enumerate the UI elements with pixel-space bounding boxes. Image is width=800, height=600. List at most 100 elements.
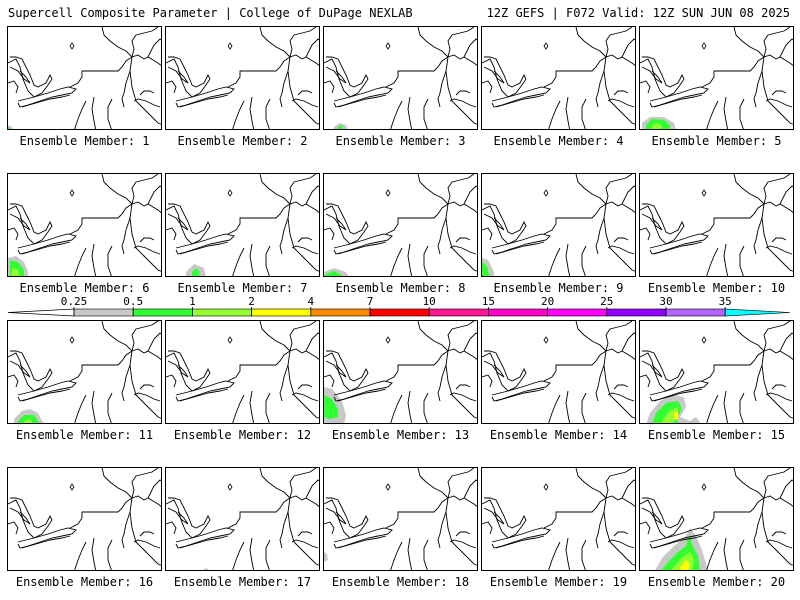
map-boundary-line <box>641 360 663 378</box>
map-boundary-line <box>765 539 793 549</box>
map-boundary-line <box>779 497 793 507</box>
map-boundary-line <box>291 98 319 108</box>
map-boundary-line <box>133 539 161 549</box>
scp-contour-fill <box>674 411 678 419</box>
map-boundary-line <box>289 468 317 499</box>
map-boundary-line <box>91 537 97 570</box>
colorbar-tick-label: 0.5 <box>123 295 143 308</box>
ensemble-map-panel <box>165 320 320 424</box>
valid-time-label: 12Z GEFS | F072 Valid: 12Z SUN JUN 08 20… <box>486 6 790 20</box>
map-boundary-line <box>739 392 745 423</box>
map-boundary-line <box>739 245 745 276</box>
ensemble-member-label: Ensemble Member: 19 <box>489 575 628 589</box>
map-boundary-line <box>437 217 447 255</box>
map-boundary-line <box>640 521 651 535</box>
island-outline <box>69 42 75 50</box>
map-boundary-line <box>166 56 211 98</box>
map-boundary-line <box>390 541 403 570</box>
map-boundary-line <box>69 38 161 88</box>
ensemble-member-label: Ensemble Member: 10 <box>647 281 786 295</box>
island-outline <box>227 336 233 344</box>
map-boundary-line <box>259 468 291 499</box>
map-boundary-line <box>249 96 255 129</box>
map-boundary-line <box>324 521 335 535</box>
map-boundary-line <box>495 388 545 402</box>
map-boundary-line <box>8 80 19 94</box>
map-boundary-line <box>17 86 77 108</box>
map-boundary-line <box>107 539 113 570</box>
map-boundary-line <box>763 321 791 352</box>
island-outline <box>543 189 549 197</box>
map-boundary-line <box>175 527 235 549</box>
scp-contour-fill <box>324 552 328 562</box>
map-boundary-line <box>706 541 719 570</box>
map-boundary-line <box>482 80 493 94</box>
map-boundary-line <box>640 497 685 539</box>
ensemble-member-label: Ensemble Member: 15 <box>647 428 786 442</box>
island-outline <box>543 42 549 50</box>
map-boundary-line <box>483 507 505 525</box>
scp-contour-fill <box>203 568 209 570</box>
map-boundary-line <box>265 392 271 423</box>
map-boundary-line <box>482 374 493 388</box>
map-boundary-line <box>265 245 271 276</box>
map-boundary-line <box>8 350 53 392</box>
map-boundary-line <box>447 174 475 205</box>
map-boundary-line <box>621 203 635 213</box>
map-boundary-line <box>324 56 369 98</box>
map-boundary-line <box>701 185 793 235</box>
map-basemap <box>8 174 161 276</box>
map-boundary-line <box>640 374 651 388</box>
map-boundary-line <box>605 27 633 58</box>
map-boundary-line <box>69 332 161 382</box>
map-boundary-line <box>337 241 387 255</box>
map-boundary-line <box>723 537 729 570</box>
map-boundary-line <box>565 243 571 276</box>
scp-contour-fill <box>8 127 11 129</box>
map-boundary-line <box>279 364 289 402</box>
map-boundary-line <box>91 390 97 423</box>
colorbar-tick-label: 4 <box>307 295 314 308</box>
map-boundary-line <box>613 384 629 390</box>
map-boundary-line <box>437 511 447 549</box>
map-boundary-line <box>121 217 131 255</box>
ensemble-member-label: Ensemble Member: 6 <box>19 281 150 295</box>
ensemble-map-panel <box>639 173 794 277</box>
map-boundary-line <box>325 360 347 378</box>
map-boundary-line <box>482 350 527 392</box>
map-boundary-line <box>765 98 793 108</box>
map-boundary-line <box>325 213 347 231</box>
ensemble-map-panel <box>7 320 162 424</box>
map-basemap <box>324 321 477 423</box>
map-boundary-line <box>613 531 629 537</box>
ensemble-map-panel <box>323 467 478 571</box>
map-boundary-line <box>175 86 235 108</box>
map-boundary-line <box>74 394 87 423</box>
map-boundary-line <box>227 38 319 88</box>
map-boundary-line <box>9 66 31 84</box>
map-boundary-line <box>463 350 477 360</box>
ensemble-member-label: Ensemble Member: 8 <box>335 281 466 295</box>
map-boundary-line <box>483 213 505 231</box>
map-boundary-line <box>139 90 155 96</box>
ensemble-member-label: Ensemble Member: 17 <box>173 575 312 589</box>
colorbar-segment <box>428 308 489 317</box>
map-boundary-line <box>548 247 561 276</box>
map-boundary-line <box>491 380 551 402</box>
colorbar-segment <box>132 308 193 317</box>
map-boundary-line <box>121 70 131 108</box>
map-boundary-line <box>291 245 319 255</box>
map-boundary-line <box>227 479 319 529</box>
map-boundary-line <box>139 531 155 537</box>
map-boundary-line <box>607 392 635 402</box>
ensemble-member-label: Ensemble Member: 9 <box>493 281 624 295</box>
ensemble-map-panel <box>639 26 794 130</box>
map-boundary-line <box>17 380 77 402</box>
map-boundary-line <box>733 321 765 352</box>
island-outline <box>69 189 75 197</box>
map-boundary-line <box>121 511 131 549</box>
ensemble-member-label: Ensemble Member: 12 <box>173 428 312 442</box>
map-boundary-line <box>548 100 561 129</box>
ensemble-member-label: Ensemble Member: 7 <box>177 281 308 295</box>
map-boundary-line <box>706 100 719 129</box>
